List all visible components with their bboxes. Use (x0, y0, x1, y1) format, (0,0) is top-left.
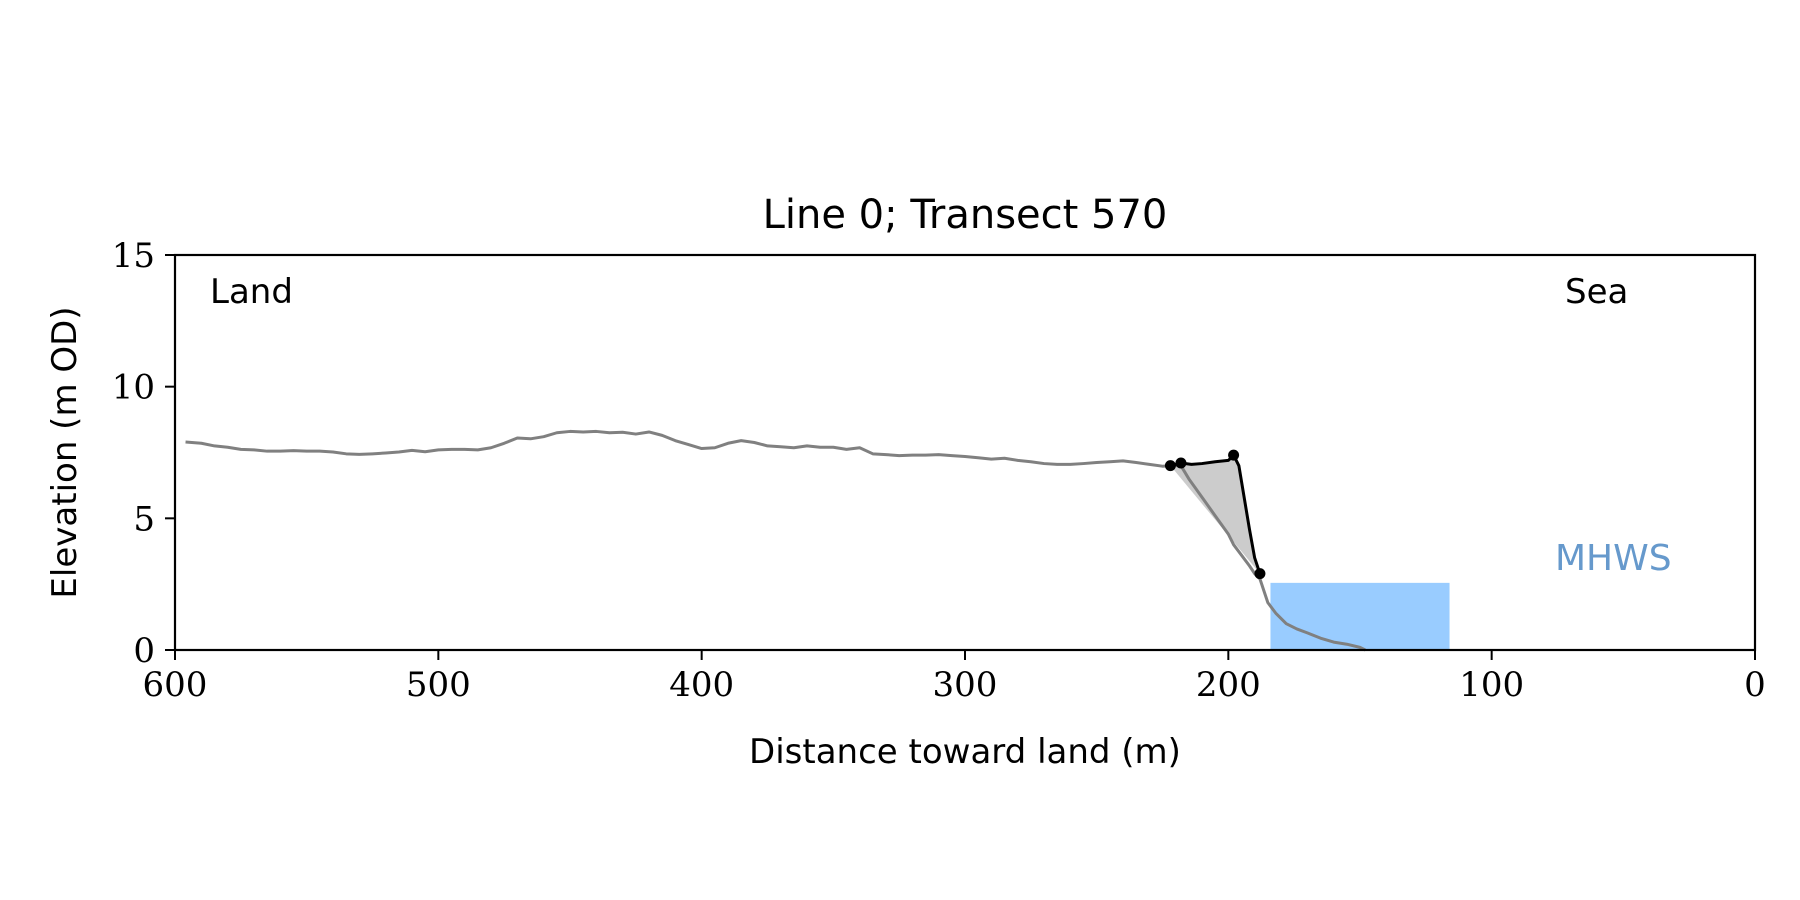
y-axis-label: Elevation (m OD) (45, 306, 85, 598)
axis-ticks: 600 500 400 300 200 100 0 0 5 10 15 (112, 236, 1766, 705)
x-tick-label-200: 200 (1196, 665, 1261, 705)
x-tick-label-600: 600 (143, 665, 208, 705)
chart-title: Line 0; Transect 570 (763, 192, 1168, 238)
axes-frame (173, 253, 1757, 652)
cliff-marker-3 (1254, 568, 1266, 580)
y-tick-label-0: 0 (133, 631, 155, 671)
profile-line (185, 429, 1366, 652)
land-annotation: Land (210, 272, 293, 312)
x-tick-label-300: 300 (933, 665, 998, 705)
x-tick-label-100: 100 (1459, 665, 1524, 705)
cliff-marker-1 (1175, 457, 1187, 469)
y-tick-label-10: 10 (112, 368, 155, 408)
x-tick-label-400: 400 (669, 665, 734, 705)
x-tick-label-500: 500 (406, 665, 471, 705)
x-tick-label-0: 0 (1744, 665, 1766, 705)
plot-area (185, 429, 1450, 652)
y-tick-label-15: 15 (112, 236, 155, 276)
y-tick-label-5: 5 (133, 499, 155, 539)
cliff-marker-2 (1228, 449, 1240, 461)
mhws-annotation: MHWS (1555, 538, 1672, 579)
sea-annotation: Sea (1565, 272, 1628, 312)
mhws-region (1270, 582, 1450, 650)
x-axis-label: Distance toward land (m) (749, 732, 1181, 772)
cliff-marker-0 (1164, 460, 1176, 472)
